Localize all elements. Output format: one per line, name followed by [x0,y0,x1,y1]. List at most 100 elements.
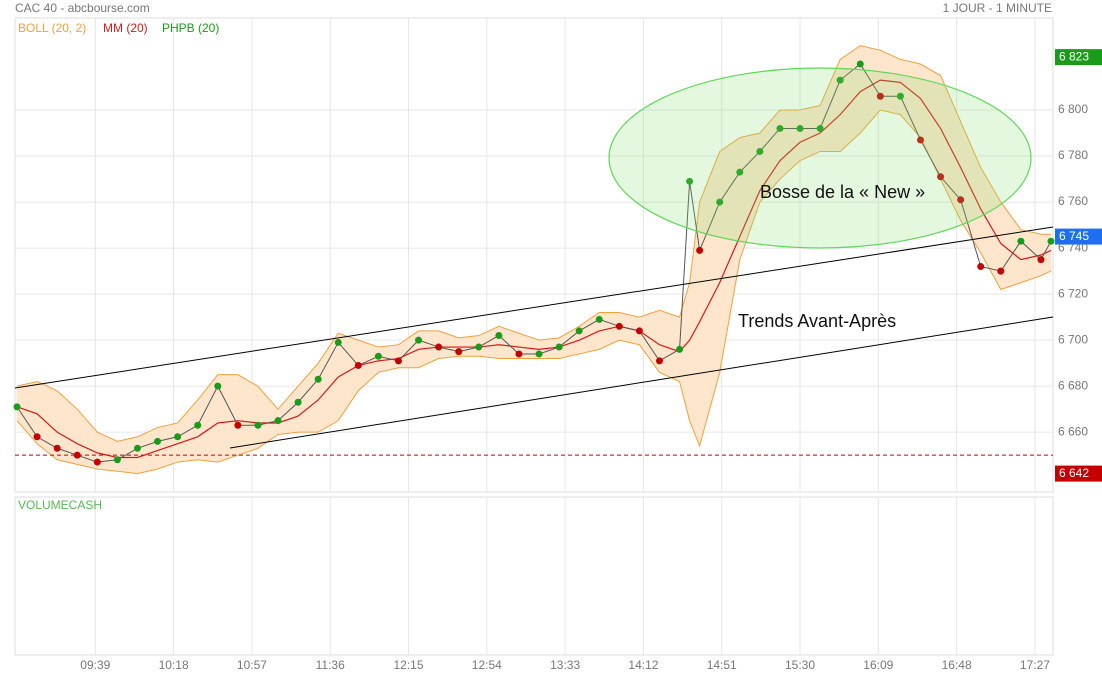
price-point [1037,256,1045,264]
y-tick-label: 6 720 [1058,286,1088,300]
price-point [234,421,242,429]
price-point [937,173,945,181]
trend-line [229,316,1054,449]
price-point [294,398,302,406]
price-point [856,60,864,68]
price-point [876,92,884,100]
price-point [154,437,162,445]
x-tick-label: 16:48 [942,658,972,672]
legend-entry: PHPB (20) [162,21,219,35]
price-point [314,375,322,383]
price-point [254,421,262,429]
price-point [997,267,1005,275]
price-point [615,322,623,330]
price-point [374,352,382,360]
x-tick-label: 13:33 [550,658,580,672]
price-point [836,76,844,84]
price-point [776,124,784,132]
price-point [174,433,182,441]
y-tick-label: 6 780 [1058,148,1088,162]
price-point [916,136,924,144]
y-tick-label: 6 760 [1058,194,1088,208]
price-point [696,246,704,254]
price-point [274,417,282,425]
price-point [756,147,764,155]
y-tick-label: 6 800 [1058,102,1088,116]
price-point [655,357,663,365]
trend-line [14,226,1054,389]
x-tick-label: 12:54 [472,658,502,672]
price-point [977,263,985,271]
x-tick-label: 12:15 [394,658,424,672]
price-point [957,196,965,204]
price-point [13,403,21,411]
price-point [133,444,141,452]
chart-title: CAC 40 - abcbourse.com [15,1,150,15]
price-point [73,451,81,459]
x-tick-label: 16:09 [863,658,893,672]
band-fill [157,422,178,470]
legend-entry: MM (20) [103,21,148,35]
band-fill [237,374,259,456]
price-point [334,338,342,346]
price-point [716,198,724,206]
price-point [635,327,643,335]
price-point [475,343,483,351]
moving-average [16,79,1052,459]
price-point [455,348,463,356]
price-point [354,361,362,369]
x-tick-label: 11:36 [316,658,345,672]
price-point [676,345,684,353]
price-point [33,433,41,441]
band-lower [16,109,1052,475]
price-point [1017,237,1025,245]
price-point [575,327,583,335]
price-point [93,458,101,466]
chart-subtitle: 1 JOUR - 1 MINUTE [943,1,1052,15]
price-point [816,124,824,132]
price-point [53,444,61,452]
price-point [113,456,121,464]
volume-label: VOLUMECASH [18,498,102,512]
annotation: Trends Avant-Après [738,311,896,331]
band-upper [16,45,1051,442]
price-marker [1055,49,1102,66]
volume-panel [14,496,1054,656]
x-tick-label: 09:39 [80,658,110,672]
price-point [686,177,694,185]
y-tick-label: 6 660 [1058,424,1088,438]
price-point [896,92,904,100]
price-marker [1055,465,1102,482]
price-marker-label: 6 823 [1059,49,1089,63]
x-tick-label: 10:18 [159,658,189,672]
price-point [535,350,543,358]
price-marker [1055,228,1102,245]
price-point [435,343,443,351]
highlight-ellipse [608,67,1032,249]
price-point [555,343,563,351]
price-point [194,421,202,429]
x-tick-label: 17:27 [1020,658,1050,672]
price-point [515,350,523,358]
annotations: Bosse de la « New » Trends Avant-Après [14,67,1054,449]
price-point [736,168,744,176]
y-tick-label: 6 700 [1058,332,1088,346]
x-tick-label: 15:30 [785,658,815,672]
x-tick-label: 14:51 [707,658,737,672]
legend-entry: BOLL (20, 2) [18,21,86,35]
price-marker-label: 6 745 [1059,229,1089,243]
price-point [214,382,222,390]
price-marker-label: 6 642 [1059,466,1089,480]
price-point [595,315,603,323]
price-point [1047,237,1055,245]
y-tick-label: 6 680 [1058,378,1088,392]
x-tick-label: 10:57 [237,658,267,672]
price-point [495,332,503,340]
price-point [394,357,402,365]
price-point [796,124,804,132]
annotation: Bosse de la « New » [760,182,925,202]
